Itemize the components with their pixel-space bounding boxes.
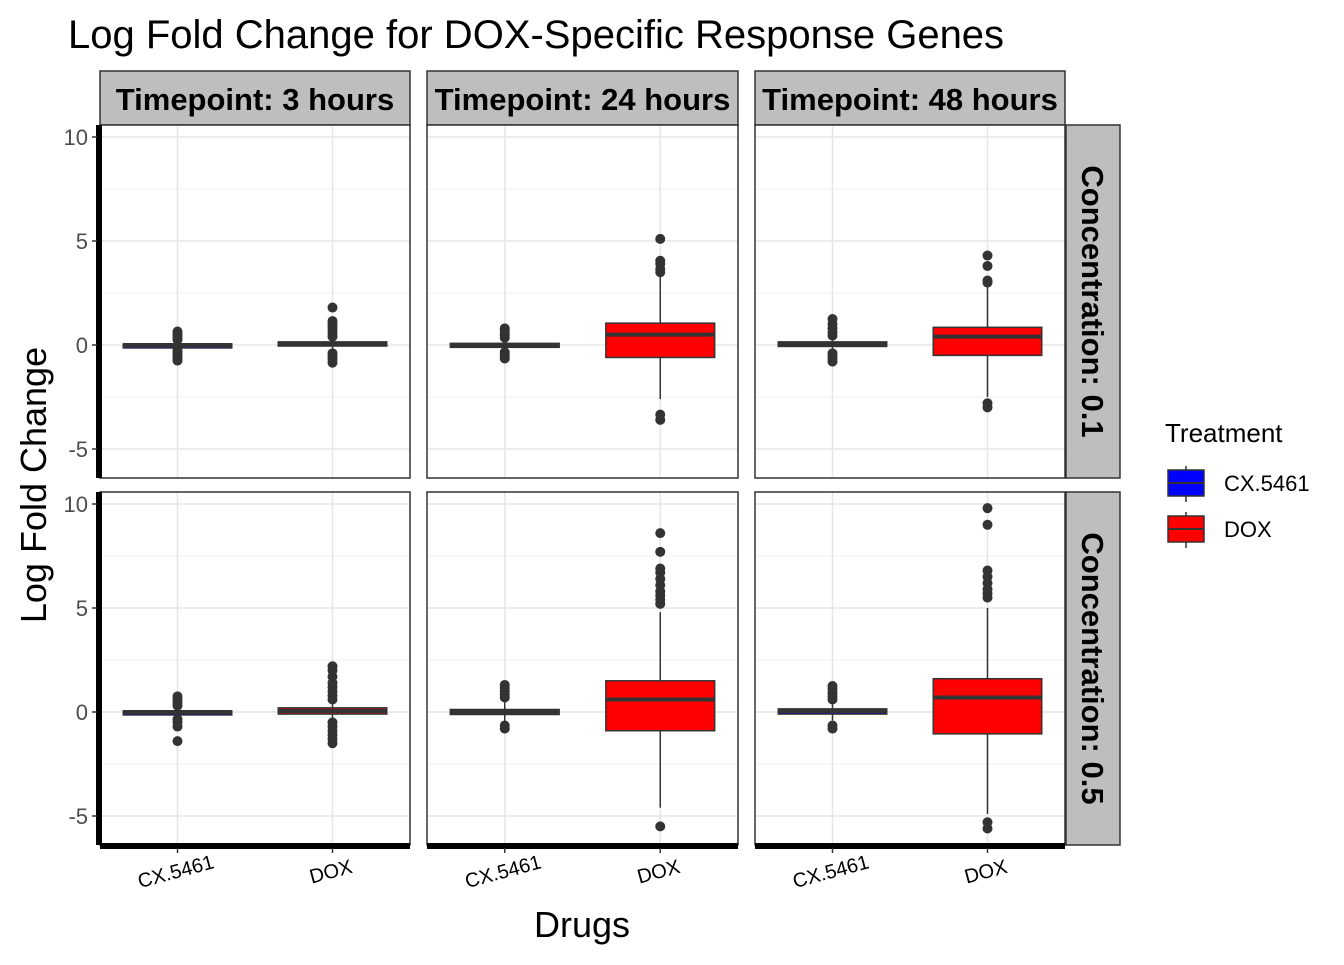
outlier-point [172, 326, 183, 337]
outlier-point [172, 691, 183, 702]
outlier-point [499, 347, 510, 358]
facet-strip-row-1 [1065, 124, 1121, 479]
facet-label-row-1: Concentration: 0.1 [1075, 165, 1110, 437]
legend: Treatment CX.5461 DOX [1165, 418, 1310, 548]
box-dox [605, 528, 716, 832]
y-axis-label: Log Fold Change [13, 347, 54, 623]
outlier-point [172, 736, 183, 747]
box-dox [277, 661, 388, 749]
y-tick-label: 5 [76, 229, 88, 254]
outlier-point [172, 714, 183, 725]
facet-strip-col-1 [99, 70, 411, 126]
outlier-point [655, 546, 666, 557]
outlier-point [982, 260, 993, 271]
outlier-point [827, 314, 838, 324]
y-tick-label: -5 [68, 804, 88, 829]
panel-background [755, 492, 1065, 845]
outlier-point [499, 679, 510, 690]
outlier-point [327, 717, 338, 728]
y-tick-label: 0 [76, 700, 88, 725]
x-axis-label: Drugs [534, 904, 630, 945]
outlier-point [655, 233, 666, 244]
panel-r1-c3 [754, 124, 1066, 479]
facet-label-col-2: Timepoint: 24 hours [435, 82, 731, 117]
box-body [932, 677, 1043, 735]
outlier-point [982, 519, 993, 530]
y-tick-label: 5 [76, 596, 88, 621]
panel-r2-c2: CX.5461 DOX [426, 491, 739, 893]
box-dox [932, 503, 1043, 834]
panel-r2-c3: CX.5461 DOX [754, 491, 1066, 893]
outlier-point [982, 398, 993, 409]
panel-r2-c1: -5 0 5 10 CX.5461 DOX [64, 491, 411, 893]
legend-title: Treatment [1165, 418, 1283, 448]
legend-item-cx-5461: CX.5461 [1167, 466, 1310, 502]
outlier-point [827, 348, 838, 359]
box-cx-5461 [122, 691, 233, 747]
facet-label-row-2: Concentration: 0.5 [1075, 532, 1110, 804]
panel-background [100, 492, 410, 845]
outlier-point [655, 821, 666, 832]
outlier-point [982, 275, 993, 286]
panel-background [427, 492, 738, 845]
outlier-point [655, 409, 666, 420]
x-tick-label: CX.5461 [791, 852, 872, 893]
outlier-point [982, 565, 993, 576]
legend-item-label: CX.5461 [1224, 471, 1310, 496]
outlier-point [655, 563, 666, 574]
x-tick-label: DOX [635, 856, 683, 888]
outlier-point [327, 661, 338, 672]
box-cx-5461 [449, 323, 560, 364]
y-tick-label: -5 [68, 437, 88, 462]
box-cx-5461 [122, 326, 233, 366]
box-body [932, 326, 1043, 357]
facet-strip-col-3 [754, 70, 1066, 126]
outlier-point [982, 817, 993, 828]
box-dox [605, 233, 716, 425]
facet-label-col-1: Timepoint: 3 hours [116, 82, 394, 117]
box-dox [932, 250, 1043, 413]
facet-strip-row-2 [1065, 491, 1121, 846]
panel-r1-c1: -5 0 5 10 [64, 124, 411, 479]
outlier-point [327, 302, 338, 313]
legend-item-label: DOX [1224, 517, 1272, 542]
panel-r1-c2 [426, 124, 739, 479]
box-body [605, 322, 716, 359]
box-dox [277, 302, 388, 368]
legend-item-dox: DOX [1167, 512, 1272, 548]
y-tick-label: 10 [64, 125, 88, 150]
chart-title: Log Fold Change for DOX-Specific Respons… [68, 13, 1004, 57]
y-tick-label: 0 [76, 333, 88, 358]
y-tick-label: 10 [64, 492, 88, 517]
x-tick-label: CX.5461 [463, 852, 544, 893]
outlier-point [499, 720, 510, 731]
box-cx-5461 [449, 679, 560, 734]
outlier-point [827, 720, 838, 731]
outlier-point [655, 528, 666, 539]
box-cx-5461 [777, 314, 888, 367]
panel-border [426, 124, 739, 479]
x-tick-label: DOX [962, 856, 1010, 888]
outlier-point [172, 345, 183, 356]
outlier-point [982, 250, 993, 261]
outlier-point [982, 503, 993, 514]
box-body [605, 680, 716, 732]
panel-background [100, 125, 410, 478]
outlier-point [327, 316, 338, 327]
facet-strip-col-2 [426, 70, 739, 126]
panel-background [755, 125, 1065, 478]
outlier-point [655, 255, 666, 266]
outlier-point [499, 323, 510, 334]
panel-border [754, 124, 1066, 479]
outlier-point [827, 681, 838, 691]
panels-layer: Timepoint: 3 hours Timepoint: 24 hours Tim… [64, 70, 1121, 893]
facet-label-col-3: Timepoint: 48 hours [762, 82, 1058, 117]
x-tick-label: CX.5461 [136, 852, 217, 893]
outlier-point [327, 348, 338, 359]
panel-background [427, 125, 738, 478]
box-cx-5461 [777, 681, 888, 734]
x-tick-label: DOX [307, 856, 355, 888]
